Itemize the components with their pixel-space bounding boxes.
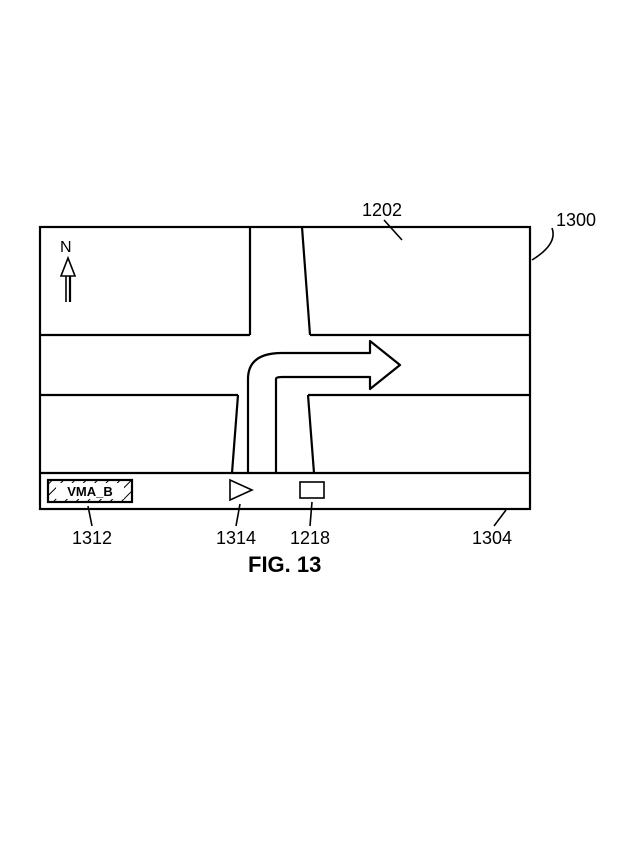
ref-leader-1218 (310, 502, 312, 526)
road-v-bot-right (308, 395, 314, 473)
ref-label-1312: 1312 (72, 528, 112, 549)
patent-figure-svg: N VMA_B (0, 0, 622, 843)
device-frame (40, 227, 530, 509)
ref-label-1218: 1218 (290, 528, 330, 549)
stop-icon[interactable] (300, 482, 324, 498)
road-v-top-right (302, 227, 310, 335)
ref-label-1202: 1202 (362, 200, 402, 221)
ref-label-1304: 1304 (472, 528, 512, 549)
ref-leader-1202 (384, 220, 402, 240)
ref-leader-1304 (494, 510, 506, 526)
figure-caption: FIG. 13 (248, 552, 321, 578)
ref-label-1300: 1300 (556, 210, 596, 231)
compass-n: N (60, 239, 72, 256)
road-v-bot-left (232, 395, 238, 473)
turn-right-arrow (248, 341, 400, 473)
ref-leader-1300 (532, 228, 553, 260)
ref-label-1314: 1314 (216, 528, 256, 549)
play-icon[interactable] (230, 480, 252, 500)
compass-arrow-head (61, 258, 75, 276)
vma-button-label: VMA_B (67, 484, 113, 499)
ref-leader-1314 (236, 504, 240, 526)
